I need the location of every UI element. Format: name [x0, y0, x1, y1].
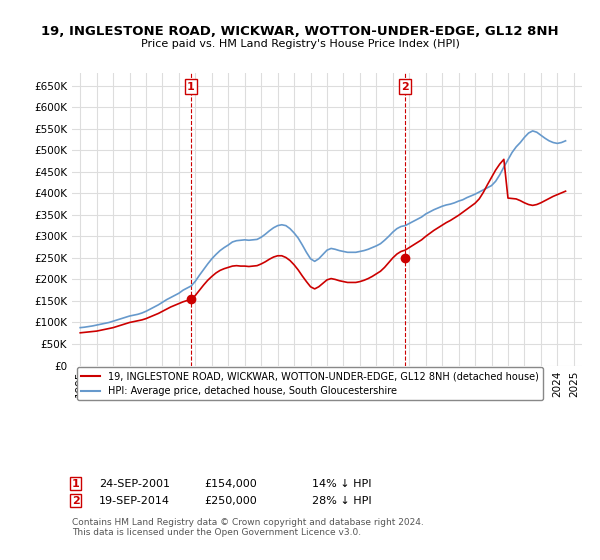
Text: 14% ↓ HPI: 14% ↓ HPI	[312, 479, 371, 489]
Text: 1: 1	[187, 82, 195, 92]
Text: 24-SEP-2001: 24-SEP-2001	[99, 479, 170, 489]
Text: 1: 1	[72, 479, 80, 489]
Text: Price paid vs. HM Land Registry's House Price Index (HPI): Price paid vs. HM Land Registry's House …	[140, 39, 460, 49]
Text: 19-SEP-2014: 19-SEP-2014	[99, 496, 170, 506]
Text: 28% ↓ HPI: 28% ↓ HPI	[312, 496, 371, 506]
Text: 2: 2	[72, 496, 80, 506]
Text: 19, INGLESTONE ROAD, WICKWAR, WOTTON-UNDER-EDGE, GL12 8NH: 19, INGLESTONE ROAD, WICKWAR, WOTTON-UND…	[41, 25, 559, 38]
Text: 2: 2	[401, 82, 409, 92]
Text: Contains HM Land Registry data © Crown copyright and database right 2024.
This d: Contains HM Land Registry data © Crown c…	[72, 518, 424, 538]
Legend: 19, INGLESTONE ROAD, WICKWAR, WOTTON-UNDER-EDGE, GL12 8NH (detached house), HPI:: 19, INGLESTONE ROAD, WICKWAR, WOTTON-UND…	[77, 367, 543, 400]
Text: £250,000: £250,000	[204, 496, 257, 506]
Text: £154,000: £154,000	[204, 479, 257, 489]
